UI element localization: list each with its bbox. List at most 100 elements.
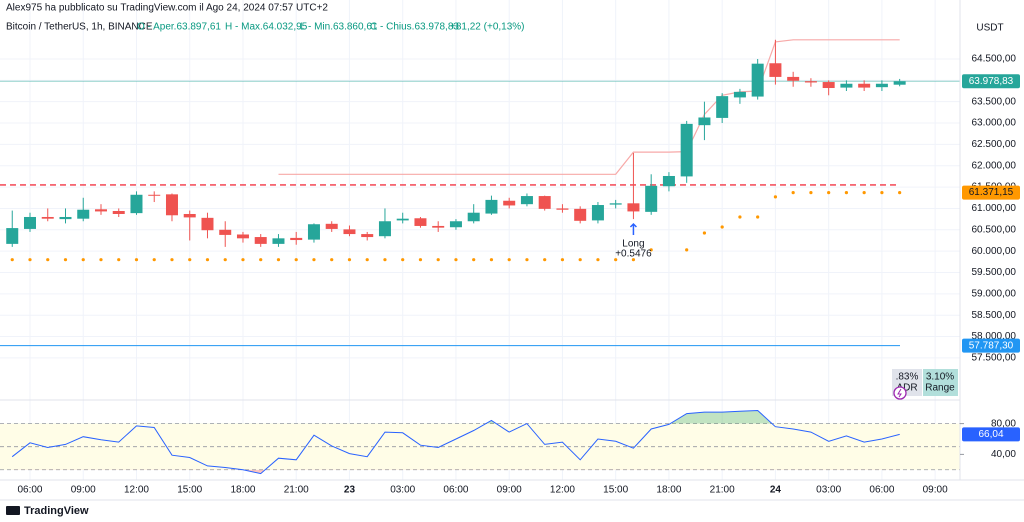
hline-label-text: 57.787,30 bbox=[969, 340, 1014, 351]
candle-body bbox=[840, 83, 853, 88]
x-tick-label: 12:00 bbox=[550, 485, 575, 496]
candle-body bbox=[733, 91, 746, 98]
rsi-line bbox=[11, 409, 900, 475]
x-tick-label: 24 bbox=[770, 485, 782, 496]
y-tick-label: 60.500,00 bbox=[972, 224, 1017, 235]
stop-dot bbox=[241, 258, 245, 262]
adr-label: ADR bbox=[896, 383, 917, 394]
stop-dot bbox=[152, 258, 156, 262]
stop-dot bbox=[223, 258, 227, 262]
x-tick-label: 03:00 bbox=[390, 485, 415, 496]
stop-label-box bbox=[962, 185, 1020, 200]
adr-value: .83% bbox=[896, 372, 919, 383]
candle-body bbox=[467, 212, 480, 222]
candle-body bbox=[609, 203, 622, 205]
candle-body bbox=[893, 81, 906, 85]
plot: Long+0.5476 bbox=[0, 39, 960, 475]
range-value: 3.10% bbox=[926, 372, 954, 383]
stop-dot bbox=[720, 225, 724, 229]
legend-open: O - Aper.63.897,61 bbox=[137, 22, 221, 33]
x-tick-label: 09:00 bbox=[71, 485, 96, 496]
stop-dot bbox=[685, 248, 689, 252]
stop-dot bbox=[809, 190, 813, 195]
candle-body bbox=[325, 223, 338, 229]
stop-dot bbox=[276, 258, 281, 262]
candle-body bbox=[662, 175, 675, 187]
x-tick-label: 12:00 bbox=[124, 485, 149, 496]
candle-body bbox=[130, 194, 143, 214]
rsi-tick-label: 40,00 bbox=[991, 449, 1016, 460]
last-price-text: 63.978,83 bbox=[969, 76, 1014, 87]
rsi-last-text: 66,04 bbox=[978, 429, 1003, 440]
stop-dot bbox=[543, 258, 547, 262]
stop-dot bbox=[738, 215, 742, 219]
stop-dot bbox=[525, 258, 529, 262]
candle-body bbox=[449, 221, 462, 228]
trail-line bbox=[278, 39, 900, 175]
stop-dot bbox=[649, 248, 653, 252]
legend-close: C - Chius.63.978,83 bbox=[370, 22, 459, 33]
candle-body bbox=[485, 199, 498, 214]
candle-body bbox=[574, 208, 587, 221]
stop-dot bbox=[507, 258, 511, 262]
x-tick-label: 06:00 bbox=[869, 485, 894, 496]
candle-body bbox=[272, 238, 285, 244]
y-tick-label: 63.000,00 bbox=[972, 118, 1017, 129]
candle-body bbox=[236, 234, 249, 239]
logo-mark bbox=[6, 506, 20, 515]
range-label: Range bbox=[925, 383, 955, 394]
x-tick-label: 23 bbox=[344, 485, 356, 496]
stop-dot bbox=[578, 258, 582, 262]
candle-body bbox=[77, 209, 90, 219]
stop-dot bbox=[631, 258, 636, 262]
candle-body bbox=[698, 117, 711, 126]
stop-dot bbox=[401, 258, 405, 262]
x-tick-label: 03:00 bbox=[816, 485, 841, 496]
range-box bbox=[923, 369, 958, 396]
hline-label-box bbox=[962, 338, 1020, 353]
stop-dot bbox=[862, 190, 866, 195]
candle-body bbox=[165, 194, 178, 216]
stop-dot bbox=[10, 258, 14, 262]
x-tick-label: 06:00 bbox=[443, 485, 468, 496]
legend-high: H - Max.64.032,95 bbox=[225, 22, 308, 33]
stop-dot bbox=[347, 258, 352, 262]
candle-body bbox=[680, 123, 693, 177]
stop-dot bbox=[560, 258, 565, 262]
stop-label-text: 61.371,15 bbox=[969, 187, 1014, 198]
publisher-header: Alex975 ha pubblicato su TradingView.com… bbox=[6, 3, 328, 14]
stop-dot bbox=[188, 258, 192, 262]
x-tick-label: 15:00 bbox=[603, 485, 628, 496]
stop-dot bbox=[294, 258, 298, 262]
signal-text: +0.5476 bbox=[615, 249, 652, 260]
candle-body bbox=[538, 196, 551, 209]
stop-dot bbox=[756, 215, 760, 219]
alert-icon[interactable] bbox=[893, 386, 907, 400]
stop-dot bbox=[365, 258, 369, 262]
stop-dot bbox=[454, 258, 458, 262]
stop-dot bbox=[63, 258, 68, 262]
stop-dot bbox=[205, 258, 210, 262]
stop-dot bbox=[117, 258, 121, 262]
stop-dot bbox=[614, 258, 618, 262]
footer-logo: TradingView bbox=[6, 505, 89, 517]
x-tick-label: 09:00 bbox=[497, 485, 522, 496]
x-tick-label: 18:00 bbox=[656, 485, 681, 496]
candle-body bbox=[645, 185, 658, 212]
stop-dot bbox=[259, 258, 263, 262]
stop-dot bbox=[898, 190, 902, 195]
signal-label: Long bbox=[622, 239, 644, 250]
y-tick-label: 64.500,00 bbox=[972, 54, 1017, 65]
stop-dot bbox=[46, 258, 50, 262]
legend-low: L - Min.63.860,61 bbox=[300, 22, 378, 33]
candle-body bbox=[59, 216, 72, 220]
candle-body bbox=[361, 234, 374, 238]
y-tick-label: 58.500,00 bbox=[972, 310, 1017, 321]
candle-body bbox=[396, 218, 409, 221]
candle-body bbox=[201, 217, 214, 231]
x-tick-label: 15:00 bbox=[177, 485, 202, 496]
stop-dot bbox=[134, 258, 139, 262]
candle-body bbox=[6, 228, 19, 244]
candle-body bbox=[94, 209, 107, 212]
